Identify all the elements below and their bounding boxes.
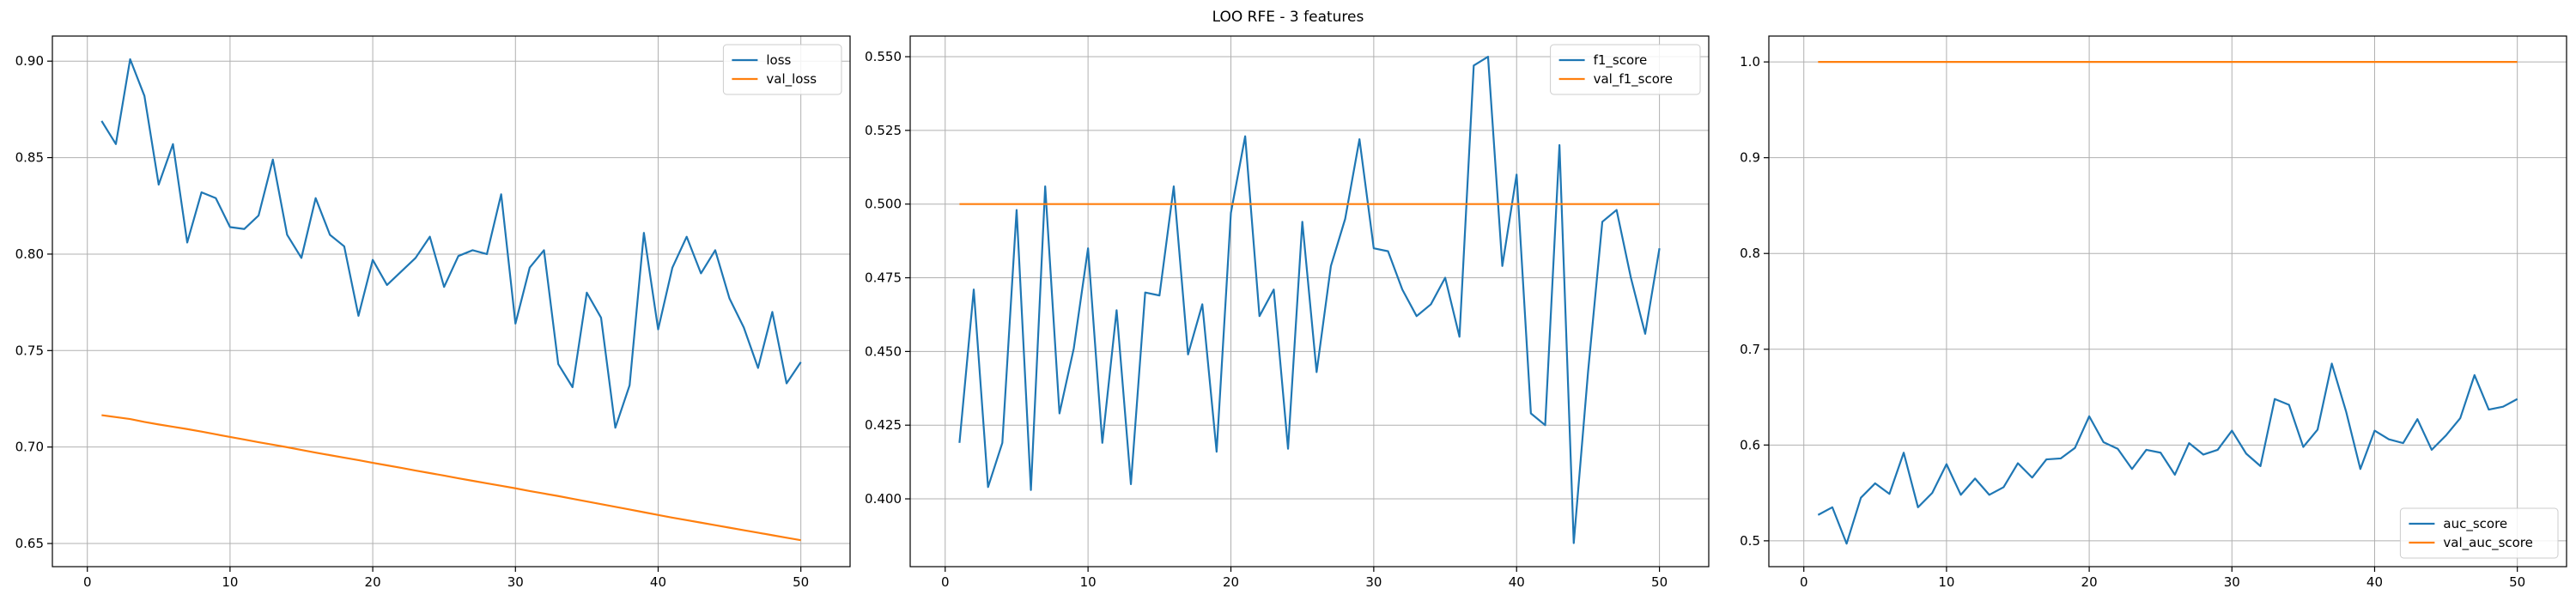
x-tick-label: 40: [650, 574, 666, 590]
x-tick-label: 30: [1365, 574, 1382, 590]
legend-box: [1550, 44, 1701, 95]
y-tick-label: 0.500: [865, 197, 902, 212]
legend-label-val-f1-score: val_f1_score: [1594, 71, 1673, 88]
y-tick-label: 1.0: [1740, 54, 1760, 70]
y-tick-label: 0.85: [15, 150, 44, 166]
x-tick-label: 10: [1938, 574, 1954, 590]
chart-panel-1: 0 10 20 30 40 50 0.65 0.70 0.75 0.80 0.85 0.90 loss v…: [15, 35, 851, 590]
y-tick-label: 0.90: [15, 53, 44, 69]
x-tick-label: 30: [507, 574, 524, 590]
y-tick-label: 0.8: [1740, 246, 1760, 261]
legend-box: [2399, 507, 2559, 559]
y-tick-label: 0.9: [1740, 150, 1760, 166]
x-tick-label: 10: [1080, 574, 1097, 590]
y-tick-label: 0.525: [865, 123, 902, 138]
x-tick-label: 40: [1509, 574, 1525, 590]
legend-label-f1-score: f1_score: [1594, 52, 1648, 69]
x-tick-label: 0: [1800, 574, 1808, 590]
series-line-loss: [100, 58, 802, 429]
legend: auc_score val_auc_score: [2399, 507, 2559, 559]
x-tick-label: 10: [222, 574, 238, 590]
x-tick-label: 20: [1223, 574, 1239, 590]
y-tick-label: 0.6: [1740, 437, 1760, 452]
y-tick-label: 0.75: [15, 343, 44, 358]
series-line-auc-score: [1817, 362, 2518, 545]
x-tick-label: 0: [941, 574, 950, 590]
chart-panel-2: 0 10 20 30 40 50 0.400 0.425 0.450 0.475 0.500 0.52…: [865, 35, 1710, 590]
legend: loss val_loss: [722, 44, 842, 95]
figure-title: LOO RFE - 3 features: [1212, 9, 1364, 26]
x-tick-label: 40: [2366, 574, 2383, 590]
axes-frame: [52, 35, 851, 568]
y-tick-label: 0.475: [865, 270, 902, 286]
legend-label-auc-score: auc_score: [2443, 516, 2507, 532]
axes-frame: [1768, 35, 2567, 568]
y-tick-label: 0.550: [865, 49, 902, 64]
series-line-val-loss: [101, 414, 801, 542]
legend: f1_score val_f1_score: [1550, 44, 1701, 95]
y-tick-label: 0.80: [15, 246, 44, 262]
x-tick-label: 50: [2509, 574, 2525, 590]
series-line-f1-score: [958, 55, 1661, 544]
y-tick-label: 0.70: [15, 440, 44, 455]
y-tick-label: 0.425: [865, 417, 902, 433]
x-tick-label: 50: [793, 574, 809, 590]
x-tick-label: 20: [2081, 574, 2098, 590]
y-tick-label: 0.450: [865, 343, 902, 359]
x-tick-label: 50: [1651, 574, 1668, 590]
chart-panel-3: 0 10 20 30 40 50 0.5 0.6 0.7 0.8 0.9 1.0 auc_scoreva…: [1740, 35, 2567, 590]
y-tick-label: 0.65: [15, 536, 44, 551]
x-tick-label: 30: [2224, 574, 2240, 590]
legend-box: [722, 44, 842, 95]
legend-label-val-auc-score: val_auc_score: [2443, 535, 2533, 551]
legend-label-val-loss: val_loss: [766, 71, 817, 88]
legend-label-loss: loss: [766, 52, 791, 68]
y-tick-label: 0.400: [865, 491, 902, 507]
axes-frame: [909, 35, 1710, 568]
y-tick-label: 0.5: [1740, 533, 1760, 549]
y-tick-label: 0.7: [1740, 342, 1760, 357]
x-tick-label: 20: [365, 574, 381, 590]
x-tick-label: 0: [83, 574, 92, 590]
